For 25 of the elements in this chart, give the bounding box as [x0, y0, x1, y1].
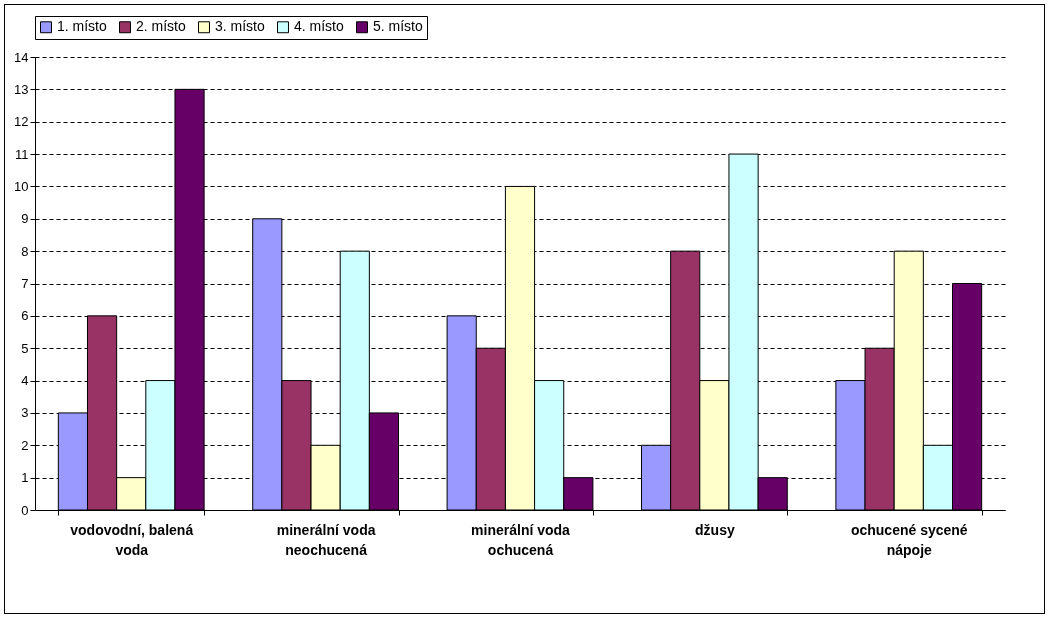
y-tick-label: 3 [21, 405, 29, 421]
y-tick-label: 13 [14, 81, 29, 97]
y-tick-label: 6 [21, 308, 29, 324]
legend-label: 1. místo [57, 18, 108, 35]
y-tick-label: 10 [14, 178, 29, 194]
legend-label: 3. místo [215, 18, 266, 35]
x-tick-label: minerální voda neochucená [276, 521, 376, 558]
y-tick-label: 0 [21, 502, 29, 518]
x-tick-label: džusy [695, 521, 735, 538]
y-tick-label: 12 [14, 114, 29, 130]
x-tick-label: vodovodní, balená voda [70, 521, 194, 558]
legend-label: 2. místo [136, 18, 187, 35]
legend-label: 5. místo [373, 18, 424, 35]
y-tick-label: 11 [15, 146, 29, 162]
legend-label: 4. místo [294, 18, 345, 35]
y-tick-label: 8 [21, 243, 29, 259]
y-tick-label: 9 [21, 211, 29, 227]
y-tick-label: 2 [21, 437, 29, 453]
x-tick-label: ochucené sycené nápoje [850, 521, 968, 558]
y-tick-label: 4 [21, 373, 29, 389]
y-tick-label: 5 [21, 340, 29, 356]
y-tick-label: 1 [21, 470, 29, 486]
x-tick-label: minerální voda ochucená [471, 521, 571, 558]
y-tick-label: 14 [14, 49, 29, 65]
y-tick-label: 7 [21, 276, 29, 291]
